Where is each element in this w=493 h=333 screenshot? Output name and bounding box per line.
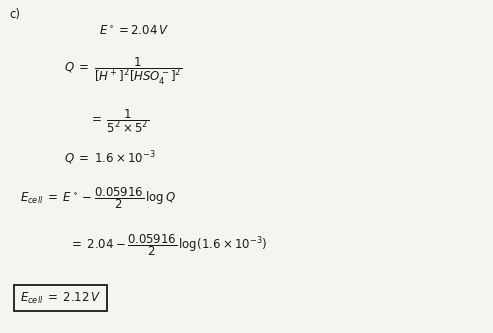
Text: $=\; 2.04 - \dfrac{0.05916}{2}\,\log(1.6 \times 10^{-3})$: $=\; 2.04 - \dfrac{0.05916}{2}\,\log(1.6… — [69, 232, 267, 258]
Text: $E_{cell} \;=\; 2.12\,V$: $E_{cell} \;=\; 2.12\,V$ — [20, 290, 101, 306]
Text: $E_{cell} \;=\; E^\circ - \dfrac{0.05916}{2}\,\log Q$: $E_{cell} \;=\; E^\circ - \dfrac{0.05916… — [20, 185, 176, 211]
Text: $=\; \dfrac{1}{5^2 \times 5^2}$: $=\; \dfrac{1}{5^2 \times 5^2}$ — [89, 108, 149, 136]
Text: c): c) — [10, 8, 21, 22]
Text: $Q \;=\; \dfrac{1}{[H^+]^2[HSO_4^-]^2}$: $Q \;=\; \dfrac{1}{[H^+]^2[HSO_4^-]^2}$ — [64, 56, 182, 87]
Text: $Q \;=\; 1.6 \times 10^{-3}$: $Q \;=\; 1.6 \times 10^{-3}$ — [64, 150, 156, 167]
Text: $E^\circ = 2.04\,V$: $E^\circ = 2.04\,V$ — [99, 25, 169, 38]
